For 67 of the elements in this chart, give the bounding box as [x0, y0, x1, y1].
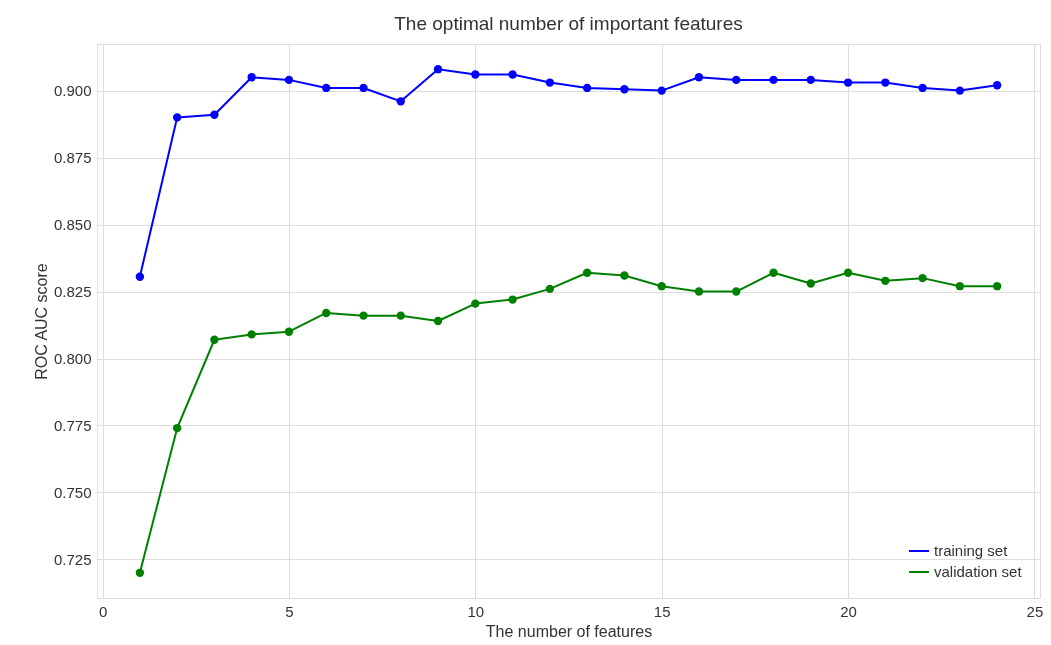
point — [955, 86, 965, 95]
point — [881, 78, 890, 87]
point — [284, 75, 294, 85]
point — [732, 75, 741, 85]
x-tick-label: 20 — [840, 602, 857, 620]
point — [806, 75, 815, 85]
point — [657, 86, 666, 95]
y-axis-title: ROC AUC score — [32, 263, 50, 380]
point — [508, 70, 517, 79]
point — [955, 282, 965, 291]
point — [657, 282, 666, 291]
x-tick-label: 10 — [467, 602, 485, 620]
point — [322, 83, 331, 93]
point — [471, 70, 480, 79]
point — [918, 273, 927, 283]
point — [732, 287, 741, 296]
point — [359, 311, 368, 320]
point — [433, 316, 443, 326]
point — [284, 327, 294, 336]
point — [620, 271, 629, 280]
point — [247, 73, 256, 82]
point — [471, 299, 480, 308]
point — [210, 110, 219, 119]
point — [918, 83, 927, 93]
y-tick-label: 0.725 — [53, 550, 92, 568]
point — [992, 282, 1002, 291]
point — [582, 83, 592, 93]
legend-label: training set — [934, 542, 1009, 559]
point — [881, 276, 890, 285]
point — [396, 97, 405, 106]
point — [508, 295, 517, 304]
legend-label: validation set — [934, 563, 1023, 580]
point — [843, 268, 853, 277]
chart-title: The optimal number of important features — [394, 13, 743, 34]
x-axis-title: The number of features — [485, 622, 653, 640]
y-tick-label: 0.875 — [53, 149, 92, 167]
y-tick-label: 0.750 — [53, 483, 92, 501]
point — [359, 83, 368, 93]
point — [843, 78, 853, 87]
y-tick-label: 0.825 — [53, 283, 92, 301]
point — [769, 268, 778, 277]
y-tick-label: 0.800 — [53, 350, 92, 367]
point — [620, 85, 629, 94]
point — [545, 78, 555, 87]
point — [135, 272, 145, 281]
point — [322, 308, 331, 318]
x-tick-label: 15 — [653, 602, 671, 620]
point — [247, 330, 256, 339]
point — [582, 268, 592, 277]
point — [992, 81, 1002, 90]
point — [545, 284, 555, 294]
point — [769, 75, 778, 85]
point — [694, 287, 704, 296]
point — [135, 568, 145, 577]
y-tick-label: 0.900 — [53, 82, 92, 100]
point — [172, 423, 182, 433]
y-tick-label: 0.850 — [53, 216, 92, 234]
point — [433, 65, 443, 74]
point — [396, 311, 405, 320]
point — [172, 113, 182, 122]
point — [806, 279, 815, 288]
point — [694, 73, 704, 82]
point — [210, 335, 219, 344]
y-tick-label: 0.775 — [53, 416, 92, 434]
x-tick-label: 25 — [1026, 602, 1044, 620]
x-tick-label: 5 — [285, 602, 294, 620]
x-tick-label: 0 — [98, 602, 108, 620]
